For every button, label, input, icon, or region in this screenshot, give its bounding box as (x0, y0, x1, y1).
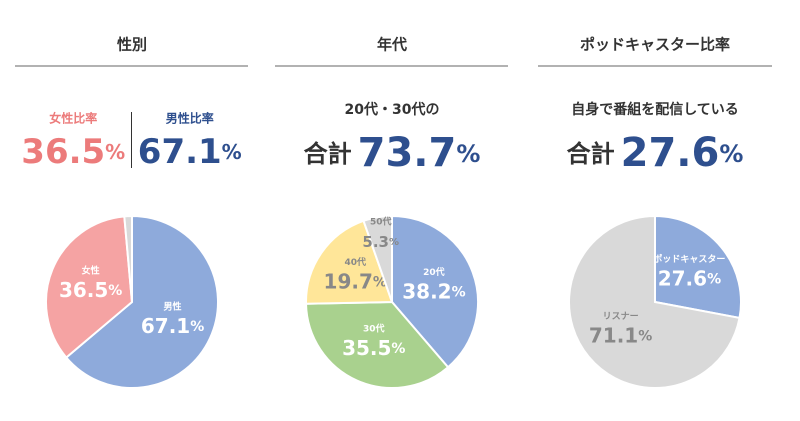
slice-value-label: 27.6% (658, 266, 721, 290)
slice-value: 35.5 (342, 335, 391, 359)
summary-unit: % (222, 140, 242, 164)
summary-unit: % (719, 140, 743, 168)
slice-unit: % (190, 319, 204, 335)
slice-value-label: 67.1% (141, 313, 204, 337)
summary: 36.5% (21, 132, 125, 172)
pie-slice (123, 214, 133, 303)
slice-unit: % (391, 341, 405, 357)
pie-slice (362, 214, 393, 303)
pie-slice (568, 214, 741, 389)
summary: 合計 73.7% (304, 130, 481, 176)
slice-category: 30代 (363, 322, 385, 334)
slice-category: 20代 (423, 266, 445, 278)
slice-value: 5.3 (362, 232, 389, 250)
pie-slice (64, 214, 219, 389)
slice-unit: % (108, 283, 122, 299)
section-title: 年代 (377, 36, 407, 54)
slice-value-label: 71.1% (589, 323, 652, 347)
section-title: ポッドキャスター比率 (580, 36, 730, 54)
slice-category: 40代 (344, 256, 366, 268)
summary-label: 男性比率 (166, 111, 214, 126)
summary-unit: % (456, 140, 480, 168)
slice-category: ポッドキャスター (653, 253, 725, 265)
pie-slice (45, 215, 134, 359)
slice-value: 38.2 (402, 279, 451, 303)
slice-value-label: 38.2% (402, 279, 465, 303)
slice-value-label: 35.5% (342, 335, 405, 359)
summary-value: 27.6 (621, 130, 720, 176)
summary-value: 73.7 (358, 130, 457, 176)
summary-subtitle: 20代・30代の (345, 101, 440, 118)
slice-value-label: 36.5% (59, 277, 122, 301)
slice-category: 男性 (164, 300, 182, 312)
slice-unit: % (707, 271, 721, 287)
summary-unit: % (105, 140, 125, 164)
summary-label: 合計 (304, 140, 352, 168)
slice-value: 36.5 (59, 277, 108, 301)
summary-value: 67.1 (138, 132, 222, 172)
slice-unit: % (389, 237, 399, 248)
pie-slice (304, 300, 450, 389)
summary-subtitle: 自身で番組を配信している (571, 101, 739, 118)
slice-value: 19.7 (324, 269, 373, 293)
slice-category: リスナー (603, 311, 639, 322)
section-title: 性別 (117, 36, 147, 54)
slice-value: 67.1 (141, 313, 190, 337)
slice-value: 71.1 (589, 323, 638, 347)
summary: 合計 27.6% (567, 130, 744, 176)
slice-value-label: 5.3% (362, 232, 399, 250)
slice-unit: % (638, 329, 652, 345)
slice-unit: % (452, 284, 466, 300)
pie-slice (654, 214, 742, 320)
slice-category: 50代 (370, 215, 392, 227)
summary-label: 女性比率 (49, 111, 97, 126)
slice-value: 27.6 (658, 266, 707, 290)
pie-slice (391, 214, 479, 369)
summary-value: 36.5 (21, 132, 105, 172)
summary: 67.1% (138, 132, 242, 172)
slice-value-label: 19.7% (324, 269, 387, 293)
summary-label: 合計 (567, 140, 615, 168)
slice-category: 女性 (82, 264, 100, 276)
